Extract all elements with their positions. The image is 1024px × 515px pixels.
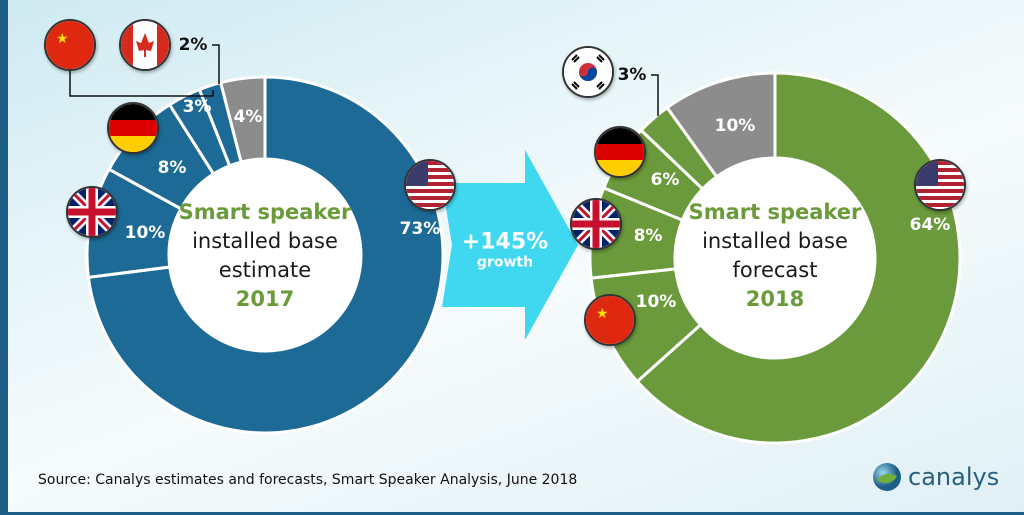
bottom-border [0,512,1024,515]
donut-2017-center-title: Smart speaker installed base estimate 20… [179,198,352,314]
china-flag-icon: ★ [584,294,636,346]
growth-label: +145% growth [462,230,548,271]
leader-line-china-2017 [69,70,214,97]
center-title-year: 2018 [745,287,805,311]
leader-line-canada-2017 [212,44,220,84]
growth-value: +145% [461,229,549,255]
globe-icon [873,463,901,491]
label-canada-2017: 2% [178,35,208,55]
us-flag-icon [914,159,966,211]
center-title-line: forecast [732,258,818,282]
label-us-2017: 73% [399,219,441,239]
center-title-line: estimate [218,258,312,282]
germany-flag-icon [107,102,159,154]
label-other-2017: 4% [233,107,263,127]
us-flag-icon [404,159,456,211]
label-uk-2017: 10% [124,223,166,243]
segment-us [86,75,445,435]
source-note: Source: Canalys estimates and forecasts,… [38,472,578,488]
label-germany-2017: 8% [157,158,187,178]
donut-2018 [588,71,962,445]
center-title-line: Smart speaker [178,200,352,224]
donut-hole [676,159,874,357]
label-germany-2018: 6% [650,170,680,190]
svg-text:★: ★ [596,306,609,322]
left-edge-strip [0,0,8,515]
label-other-2018: 10% [714,116,756,136]
segment-other [218,75,267,164]
growth-text: growth [476,254,534,271]
china-flag-icon: ★ [44,19,96,71]
growth-arrow [442,150,578,340]
uk-flag-icon [570,198,622,250]
donut-2018-center-title: Smart speaker installed base forecast 20… [689,198,862,314]
center-title-line: installed base [702,229,848,253]
segment-other [665,71,777,179]
label-china-2017: 3% [182,97,212,117]
south-korea-flag-icon [562,46,614,98]
uk-flag-icon [66,186,118,238]
center-title-year: 2017 [235,287,295,311]
germany-flag-icon [594,126,646,178]
canada-flag-icon [119,19,171,71]
donut-hole [170,160,360,350]
canalys-logo: canalys [872,462,999,492]
center-title-line: Smart speaker [688,200,862,224]
logo-text: canalys [908,463,1000,491]
leader-line-korea-2018 [651,74,659,116]
label-korea-2018: 3% [617,65,647,85]
center-title-line: installed base [192,229,338,253]
label-us-2018: 64% [909,215,951,235]
label-uk-2018: 8% [633,226,663,246]
label-china-2018: 10% [635,292,677,312]
svg-text:★: ★ [56,31,69,47]
donut-2017 [85,75,445,435]
